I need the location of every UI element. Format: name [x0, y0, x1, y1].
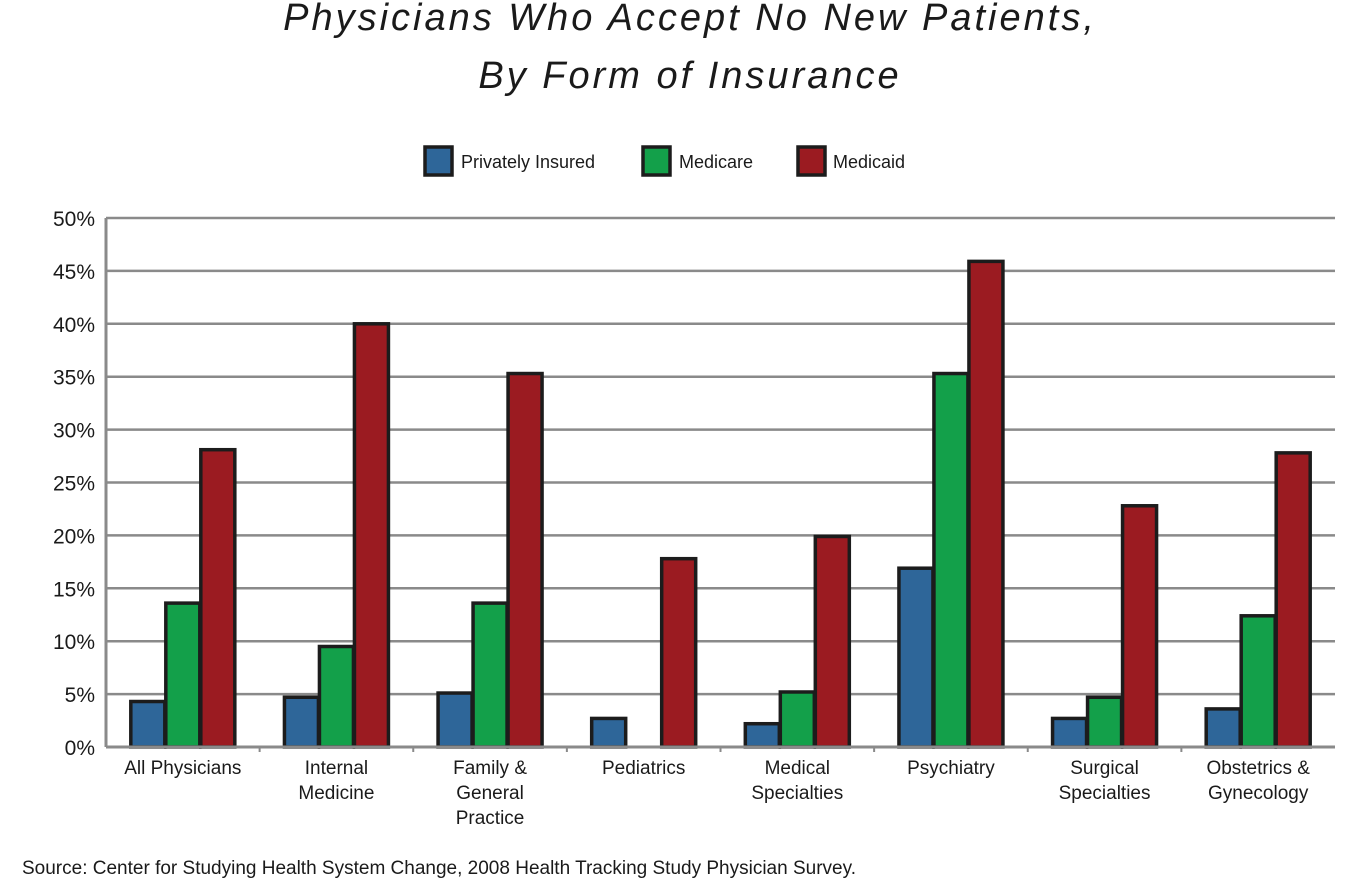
- bar-medicare: [317, 644, 356, 749]
- legend-swatch: [423, 145, 454, 177]
- y-tick-label: 5%: [65, 684, 95, 707]
- gridlines: [106, 216, 1335, 696]
- legend-label: Medicaid: [833, 152, 905, 172]
- x-tick-label: Pediatrics: [602, 758, 685, 779]
- x-tick-label: General: [456, 783, 524, 804]
- x-tick-label: Internal: [305, 758, 368, 779]
- bar-privately-insured: [436, 691, 474, 749]
- y-tick-label: 10%: [53, 631, 95, 654]
- bar-medicaid: [659, 556, 698, 749]
- chart-title: Physicians Who Accept No New Patients,: [283, 0, 1097, 39]
- bar-medicaid: [813, 534, 852, 749]
- x-axis-ticks: All Physicians Internal Medicine Family & Ge…: [124, 758, 1310, 829]
- legend-label: Privately Insured: [461, 152, 595, 172]
- y-tick-label: 30%: [53, 420, 95, 443]
- y-tick-label: 25%: [53, 473, 95, 496]
- bar-medicaid: [199, 447, 237, 749]
- bar-privately-insured: [1204, 707, 1242, 749]
- bar-medicare: [1239, 614, 1277, 749]
- legend-swatch: [641, 145, 672, 177]
- bar-privately-insured: [589, 716, 628, 749]
- bars: [129, 259, 1312, 749]
- bar-privately-insured: [282, 695, 321, 749]
- x-tick-label: Psychiatry: [907, 758, 995, 779]
- y-axis-ticks: 0% 5% 10% 15% 20% 25% 30% 35% 40% 45% 50%: [53, 208, 95, 760]
- bar-medicare: [1085, 695, 1124, 749]
- y-tick-label: 40%: [53, 314, 95, 337]
- y-tick-label: 15%: [53, 578, 95, 601]
- y-tick-label: 35%: [53, 367, 95, 390]
- x-tick-label: Medicine: [298, 783, 374, 804]
- y-tick-label: 45%: [53, 261, 95, 284]
- x-tick-label: Gynecology: [1208, 783, 1309, 804]
- y-tick-label: 20%: [53, 525, 95, 548]
- bar-privately-insured: [743, 721, 782, 749]
- bar-medicaid: [1120, 504, 1159, 749]
- bar-privately-insured: [129, 699, 167, 749]
- bar-medicaid: [967, 259, 1005, 749]
- axes: [104, 218, 1335, 752]
- legend: Privately Insured Medicare Medicaid: [423, 145, 905, 177]
- bar-medicare: [471, 601, 509, 749]
- x-tick-label: Surgical: [1070, 758, 1139, 779]
- legend-swatch: [796, 145, 827, 177]
- bar-medicaid: [352, 322, 391, 749]
- legend-label: Medicare: [679, 152, 753, 172]
- bar-medicare: [778, 690, 817, 749]
- x-tick-label: Practice: [456, 808, 525, 829]
- x-tick-label: All Physicians: [124, 758, 241, 779]
- bar-medicaid: [1274, 451, 1312, 749]
- x-tick-label: Specialties: [751, 783, 843, 804]
- x-tick-label: Obstetrics &: [1206, 758, 1310, 779]
- source-note: Source: Center for Studying Health Syste…: [22, 858, 856, 879]
- bar-medicare: [164, 601, 202, 749]
- x-tick-label: Specialties: [1059, 783, 1151, 804]
- y-tick-label: 50%: [53, 208, 95, 231]
- chart-subtitle: By Form of Insurance: [478, 55, 901, 97]
- bar-privately-insured: [897, 566, 935, 749]
- bar-medicare: [932, 371, 970, 749]
- bar-privately-insured: [1050, 716, 1089, 749]
- y-tick-label: 0%: [65, 737, 95, 760]
- bar-medicaid: [506, 371, 544, 749]
- x-tick-label: Family &: [453, 758, 527, 779]
- x-tick-label: Medical: [765, 758, 830, 779]
